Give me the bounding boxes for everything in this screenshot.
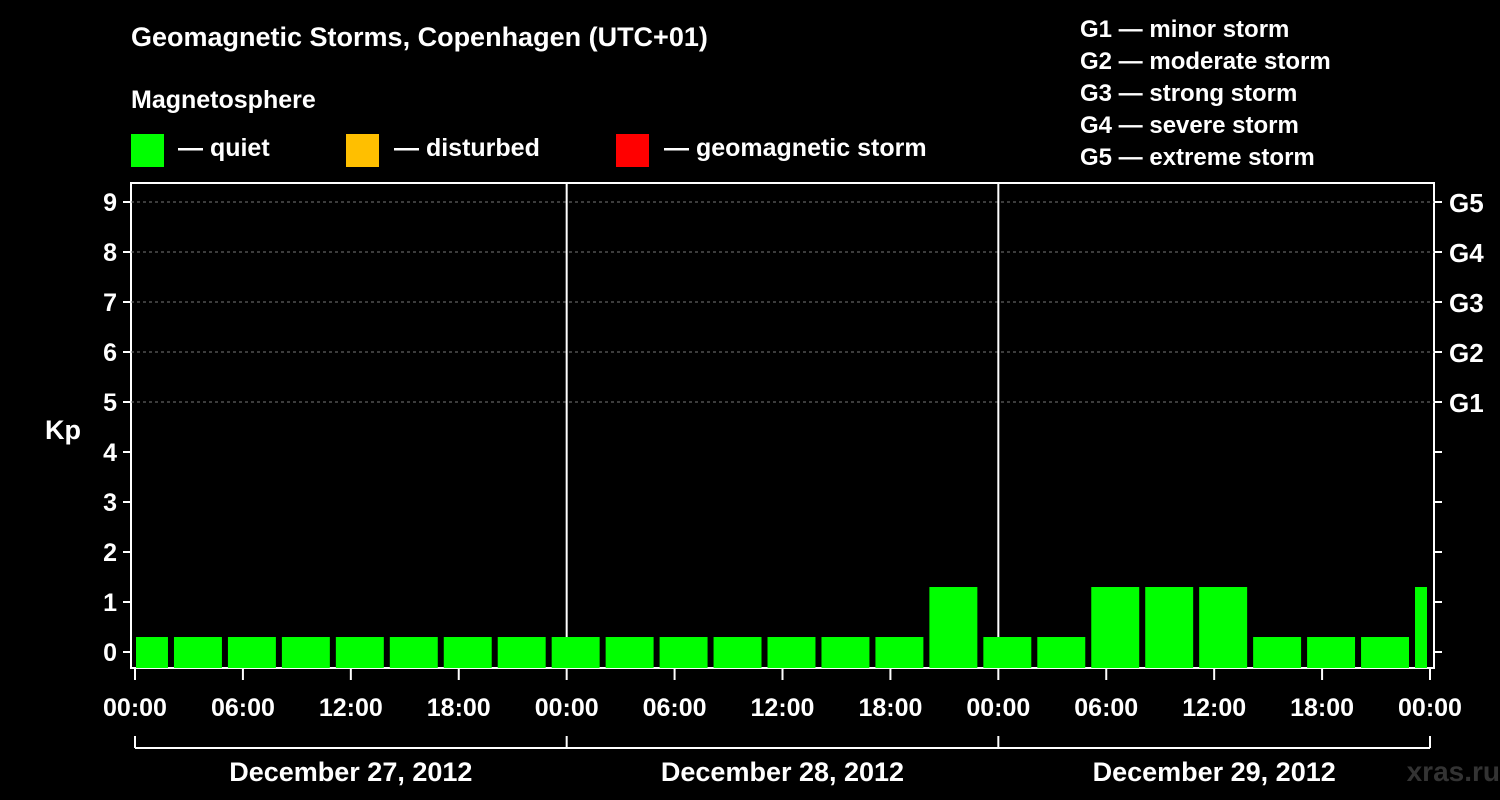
kp-bar (443, 637, 492, 668)
x-tick-label: 00:00 (966, 694, 1030, 722)
y-tick-label: 7 (103, 289, 117, 317)
kp-bar (1091, 587, 1140, 668)
day-label: December 27, 2012 (229, 757, 472, 787)
kp-bar (1415, 587, 1427, 668)
kp-bar (821, 637, 870, 668)
y-tick-label: 3 (103, 489, 117, 517)
kp-bar (1037, 637, 1086, 668)
day-label: December 29, 2012 (1093, 757, 1336, 787)
kp-bar (605, 637, 654, 668)
kp-bar (281, 637, 330, 668)
kp-bar (136, 637, 168, 668)
kp-bar (551, 637, 600, 668)
g-scale-item-g5: G5 — extreme storm (1080, 144, 1315, 171)
x-tick-label: 18:00 (427, 694, 491, 722)
x-tick-label: 18:00 (858, 694, 922, 722)
kp-bar (1361, 637, 1410, 668)
legend-label-quiet: — quiet (178, 134, 270, 162)
x-tick-label: 00:00 (1398, 694, 1462, 722)
g-level-label: G4 (1449, 238, 1484, 268)
x-tick-label: 00:00 (103, 694, 167, 722)
y-tick-label: 1 (103, 589, 117, 617)
g-scale-item-g4: G4 — severe storm (1080, 112, 1299, 139)
legend-swatch-quiet (131, 134, 164, 167)
g-level-label: G5 (1449, 188, 1484, 218)
kp-bar (1145, 587, 1194, 668)
y-tick-label: 4 (103, 439, 117, 467)
x-tick-label: 06:00 (643, 694, 707, 722)
x-tick-label: 06:00 (1074, 694, 1138, 722)
kp-bar (227, 637, 276, 668)
chart-title: Geomagnetic Storms, Copenhagen (UTC+01) (131, 22, 708, 52)
kp-bar (1253, 637, 1302, 668)
y-axis-label: Kp (45, 415, 81, 445)
kp-bar (983, 637, 1032, 668)
x-tick-label: 12:00 (319, 694, 383, 722)
kp-bar (335, 637, 384, 668)
x-tick-label: 12:00 (1182, 694, 1246, 722)
kp-bar (659, 637, 708, 668)
legend-label-disturbed: — disturbed (394, 134, 540, 162)
kp-bar (173, 637, 222, 668)
watermark: xras.ru (1406, 756, 1500, 787)
g-level-label: G2 (1449, 338, 1484, 368)
y-tick-label: 8 (103, 239, 117, 267)
kp-bar (929, 587, 978, 668)
kp-bar (389, 637, 438, 668)
y-tick-label: 2 (103, 539, 117, 567)
kp-bar (1307, 637, 1356, 668)
g-level-label: G3 (1449, 288, 1484, 318)
legend-title: Magnetosphere (131, 86, 316, 114)
g-scale-item-g2: G2 — moderate storm (1080, 48, 1331, 75)
kp-bar (767, 637, 816, 668)
y-tick-label: 5 (103, 389, 117, 417)
y-tick-label: 6 (103, 339, 117, 367)
g-scale-legend: G1 — minor storm G2 — moderate storm G3 … (1080, 14, 1331, 174)
x-tick-label: 12:00 (751, 694, 815, 722)
day-label: December 28, 2012 (661, 757, 904, 787)
g-scale-item-g3: G3 — strong storm (1080, 80, 1298, 107)
legend-label-storm: — geomagnetic storm (664, 134, 927, 162)
x-tick-label: 00:00 (535, 694, 599, 722)
kp-bar (1199, 587, 1248, 668)
x-tick-label: 18:00 (1290, 694, 1354, 722)
legend-swatch-storm (616, 134, 649, 167)
kp-bar (875, 637, 924, 668)
kp-bar (497, 637, 546, 668)
y-tick-label: 0 (103, 639, 117, 667)
kp-bar (713, 637, 762, 668)
g-level-label: G1 (1449, 388, 1484, 418)
legend-swatch-disturbed (346, 134, 379, 167)
g-scale-item-g1: G1 — minor storm (1080, 16, 1290, 43)
y-tick-label: 9 (103, 189, 117, 217)
x-tick-label: 06:00 (211, 694, 275, 722)
